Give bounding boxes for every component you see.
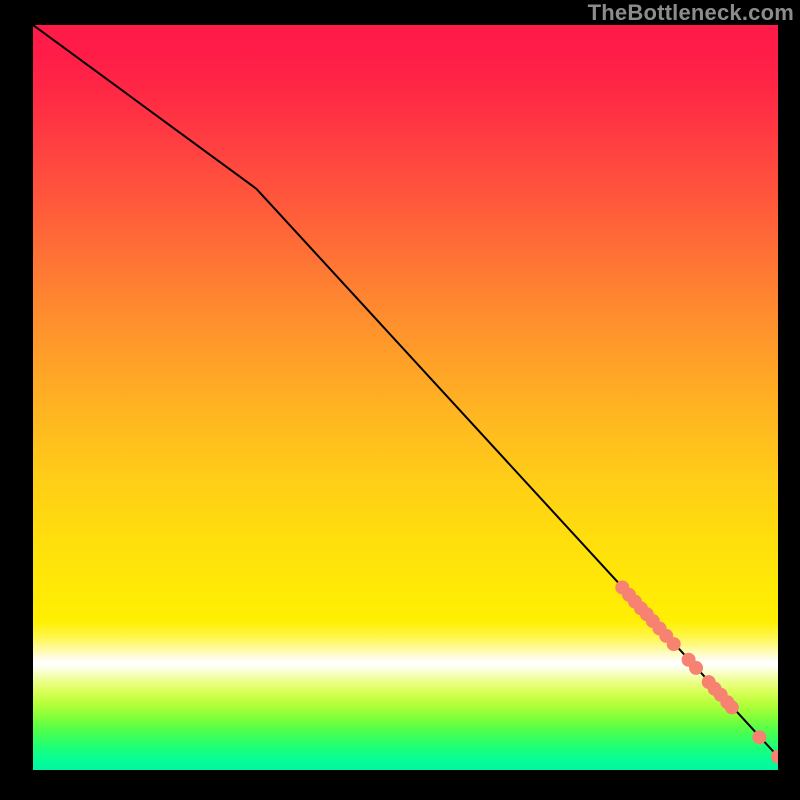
scatter-point — [752, 730, 766, 744]
scatter-point — [725, 700, 739, 714]
plot-area — [33, 25, 778, 770]
background-gradient — [33, 25, 778, 770]
chart-page: TheBottleneck.com — [0, 0, 800, 800]
scatter-point — [667, 637, 681, 651]
scatter-point — [689, 661, 703, 675]
watermark-text: TheBottleneck.com — [588, 0, 794, 26]
plot-svg — [33, 25, 778, 770]
